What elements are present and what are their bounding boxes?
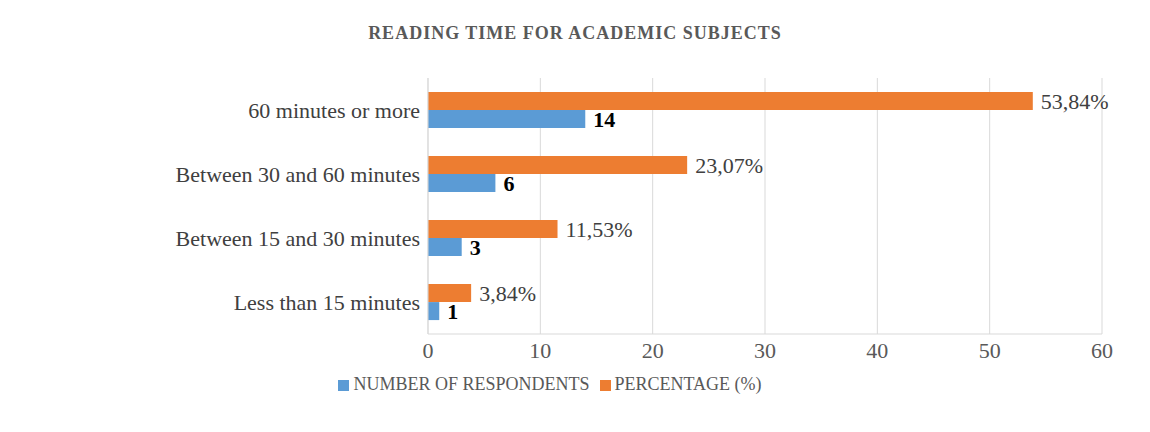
svg-text:53,84%: 53,84%	[1041, 89, 1109, 114]
svg-text:14: 14	[593, 107, 615, 132]
svg-text:Less than 15 minutes: Less than 15 minutes	[234, 290, 420, 315]
svg-text:3,84%: 3,84%	[479, 281, 536, 306]
svg-text:0: 0	[423, 338, 434, 363]
svg-text:Between 15 and 30 minutes: Between 15 and 30 minutes	[176, 226, 420, 251]
svg-text:3: 3	[470, 235, 481, 260]
svg-text:60 minutes or more: 60 minutes or more	[248, 98, 420, 123]
svg-text:10: 10	[529, 338, 551, 363]
svg-text:50: 50	[979, 338, 1001, 363]
svg-text:Between 30 and 60 minutes: Between 30 and 60 minutes	[176, 162, 420, 187]
html-text:NUMBER OF RESPONDENTS: NUMBER OF RESPONDENTS	[353, 374, 590, 394]
html-text:PERCENTAGE (%): PERCENTAGE (%)	[614, 374, 762, 394]
html-text:READING TIME FOR ACADEMIC SUBJ: READING TIME FOR ACADEMIC SUBJECTS	[368, 23, 782, 43]
svg-text:6: 6	[503, 171, 514, 196]
svg-text:20: 20	[642, 338, 664, 363]
svg-text:23,07%: 23,07%	[695, 153, 763, 178]
svg-text:11,53%: 11,53%	[566, 217, 633, 242]
svg-text:60: 60	[1091, 338, 1113, 363]
svg-text:40: 40	[866, 338, 888, 363]
svg-text:1: 1	[447, 299, 458, 324]
svg-text:30: 30	[754, 338, 776, 363]
